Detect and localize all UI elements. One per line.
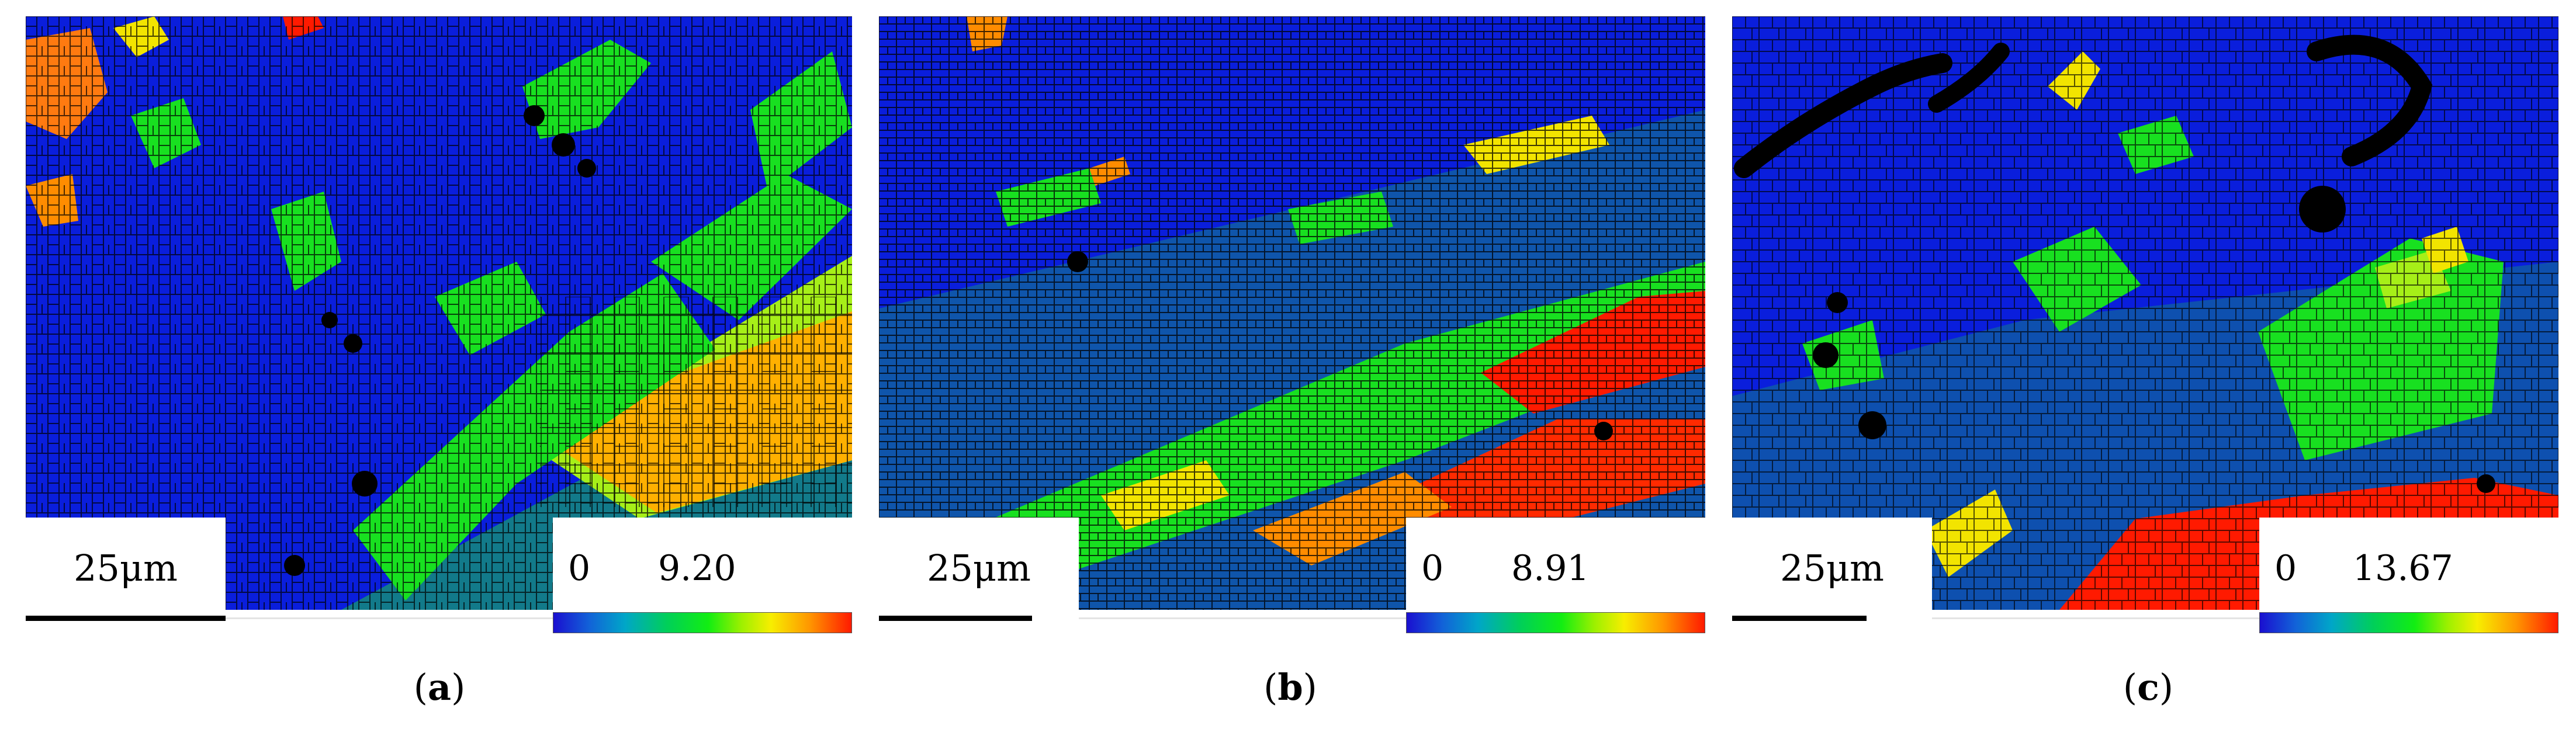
base-line [1932, 617, 2259, 619]
black-cluster [1928, 43, 2010, 113]
black-dot [1067, 251, 1088, 272]
black-dot [2477, 474, 2495, 493]
black-dot [552, 133, 575, 157]
base-line [226, 617, 553, 619]
black-dot [1594, 422, 1613, 440]
caption-letter: c [2137, 666, 2159, 709]
black-dot [352, 471, 378, 497]
black-dot [524, 105, 545, 126]
scale-bar [879, 616, 1032, 621]
legend-max-value: 9.20 [658, 548, 736, 589]
black-dot [1858, 411, 1886, 439]
scale-label: 25μm [927, 547, 1031, 589]
black-dot [1813, 342, 1838, 368]
caption-b: (b) [1263, 666, 1317, 709]
legend-min-value: 0 [1421, 548, 1444, 589]
color-legend-bar [2259, 612, 2558, 633]
caption-letter: b [1277, 666, 1303, 709]
black-dot [284, 555, 305, 576]
black-dot [2299, 186, 2346, 232]
legend-min-value: 0 [2274, 548, 2297, 589]
grain-boundaries [879, 16, 1705, 610]
grain-map-b [879, 16, 1705, 610]
legend-label-box: 0 13.67 [2259, 518, 2558, 610]
black-cluster [2307, 34, 2433, 166]
base-line [1079, 617, 1406, 619]
color-legend-bar [553, 612, 852, 633]
color-legend-bar [1406, 612, 1705, 633]
scale-label: 25μm [1780, 547, 1884, 589]
legend-label-box: 0 8.91 [1406, 518, 1705, 610]
grain-map-c [1732, 16, 2558, 610]
legend-max-value: 13.67 [2353, 548, 2453, 589]
legend-label-box: 0 9.20 [553, 518, 852, 610]
grain-boundaries [1732, 16, 2558, 610]
scale-bar [1732, 616, 1867, 621]
scale-label-box: 25μm [879, 518, 1079, 610]
caption-letter: a [427, 666, 452, 709]
scale-label-box: 25μm [26, 518, 226, 610]
black-dot [344, 334, 362, 353]
legend-max-value: 8.91 [1511, 548, 1590, 589]
caption-c: (c) [2123, 666, 2174, 709]
black-cluster [1734, 53, 1952, 178]
scale-label-box: 25μm [1732, 518, 1932, 610]
black-dot [577, 159, 596, 178]
panel-a: 25μm 0 9.20 [26, 16, 852, 633]
grain-map-a [26, 16, 852, 610]
panel-b: 25μm 0 8.91 [879, 16, 1705, 633]
scale-bar [26, 616, 226, 621]
caption-a: (a) [413, 666, 466, 709]
grain-boundaries-large [540, 297, 852, 507]
legend-min-value: 0 [568, 548, 591, 589]
black-dot [1827, 292, 1848, 313]
panel-c: 25μm 0 13.67 [1732, 16, 2558, 633]
scale-label: 25μm [74, 547, 178, 589]
black-dot [321, 312, 338, 328]
